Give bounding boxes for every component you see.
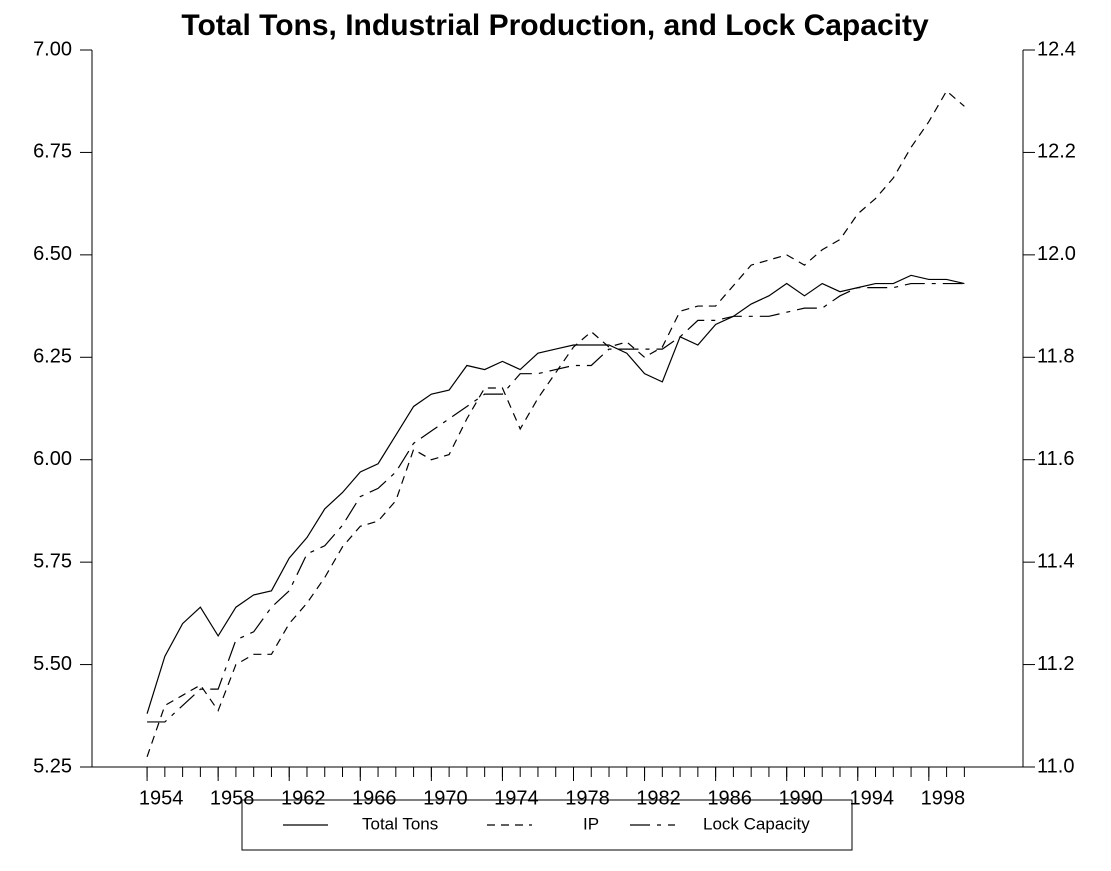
series-line	[146, 274, 965, 714]
y-tick-label: 5.50	[33, 653, 72, 675]
y2-tick-label: 12.2	[1037, 141, 1076, 163]
series-line	[147, 282, 965, 723]
x-tick-label: 1978	[565, 787, 610, 809]
x-tick-label: 1962	[281, 787, 326, 809]
chart-title: Total Tons, Industrial Production, and L…	[181, 9, 929, 42]
y-tick-label: 6.50	[33, 243, 72, 265]
x-tick-label: 1986	[707, 787, 752, 809]
legend-label: IP	[583, 814, 599, 833]
x-tick-label: 1958	[210, 787, 255, 809]
x-tick-label: 1990	[778, 787, 823, 809]
x-tick-label: 1966	[352, 787, 397, 809]
y2-tick-label: 12.0	[1037, 243, 1076, 265]
y-tick-label: 6.25	[33, 346, 72, 368]
x-tick-label: 1998	[921, 787, 966, 809]
x-tick-label: 1994	[850, 787, 895, 809]
y-tick-label: 5.75	[33, 550, 72, 572]
y2-tick-label: 11.4	[1037, 550, 1074, 572]
y-tick-label: 5.25	[33, 755, 72, 777]
x-tick-label: 1974	[494, 787, 539, 809]
y2-tick-label: 12.4	[1037, 38, 1076, 60]
y-tick-label: 6.00	[33, 448, 72, 470]
x-tick-label: 1982	[636, 787, 681, 809]
y2-tick-label: 11.8	[1037, 346, 1074, 368]
y2-tick-label: 11.6	[1037, 448, 1074, 470]
legend-label: Lock Capacity	[703, 814, 810, 833]
x-tick-label: 1954	[139, 787, 184, 809]
y-tick-label: 6.75	[33, 141, 72, 163]
y2-tick-label: 11.0	[1037, 755, 1074, 777]
legend-label: Total Tons	[362, 814, 438, 833]
legend-box	[241, 799, 853, 851]
y-tick-label: 7.00	[33, 38, 72, 60]
y2-tick-label: 11.2	[1037, 653, 1074, 675]
x-tick-label: 1970	[423, 787, 468, 809]
series-line	[146, 90, 965, 757]
